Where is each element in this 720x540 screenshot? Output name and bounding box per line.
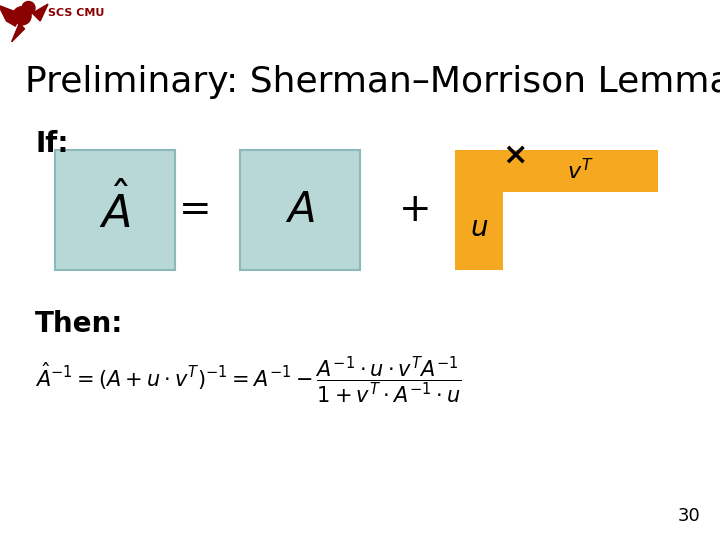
Circle shape: [22, 2, 35, 15]
Text: SCS CMU: SCS CMU: [48, 8, 104, 18]
Text: $A$: $A$: [285, 189, 315, 231]
Polygon shape: [14, 24, 22, 37]
Text: $u$: $u$: [470, 214, 488, 242]
Bar: [503, 150, 658, 192]
Bar: [240, 150, 360, 270]
Text: Then:: Then:: [35, 310, 123, 338]
Text: 30: 30: [678, 507, 700, 525]
Polygon shape: [12, 24, 24, 42]
Bar: [455, 150, 503, 270]
Polygon shape: [32, 4, 48, 21]
Text: $\hat{A}^{-1} = (A + u \cdot v^T)^{-1} = A^{-1} - \dfrac{A^{-1} \cdot u \cdot v^: $\hat{A}^{-1} = (A + u \cdot v^T)^{-1} =…: [35, 355, 462, 406]
Text: =: =: [179, 191, 211, 229]
Polygon shape: [0, 5, 19, 26]
Bar: [55, 150, 175, 270]
Text: ×: ×: [503, 140, 528, 170]
Text: +: +: [399, 191, 431, 229]
Text: Preliminary: Sherman–Morrison Lemma: Preliminary: Sherman–Morrison Lemma: [25, 65, 720, 99]
Text: If:: If:: [35, 130, 68, 158]
Text: $v^T$: $v^T$: [567, 158, 594, 184]
Circle shape: [13, 6, 31, 25]
Text: $\hat{A}$: $\hat{A}$: [99, 183, 131, 237]
